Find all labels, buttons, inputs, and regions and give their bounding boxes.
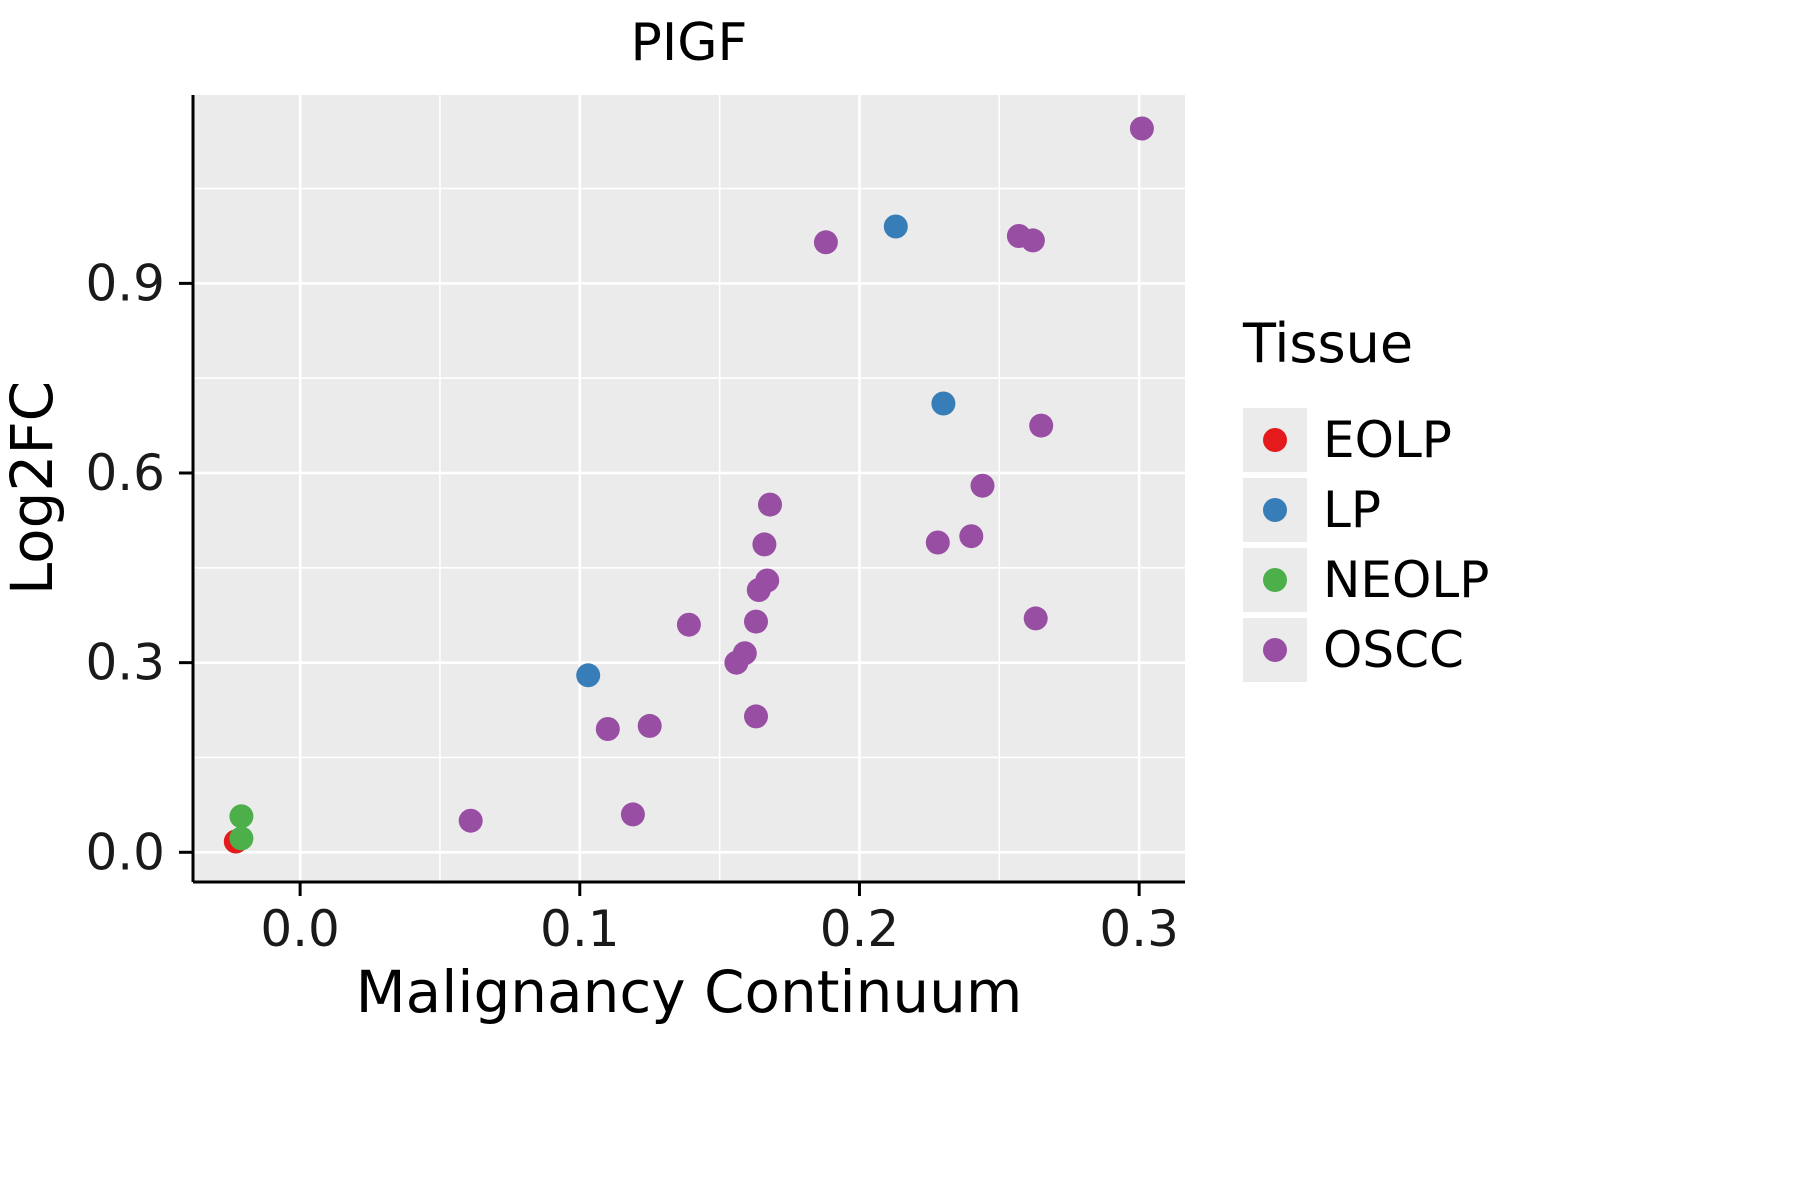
legend-dot-oscc: [1263, 637, 1287, 662]
data-point-oscc: [637, 713, 662, 738]
legend-items: EOLP LP NEOLP OSCC: [1243, 407, 1489, 683]
data-point-oscc: [970, 473, 995, 498]
data-point-oscc: [620, 802, 645, 827]
data-point-lp: [931, 391, 956, 416]
x-tick-label: 0.3: [1099, 900, 1179, 958]
data-point-oscc: [959, 524, 984, 549]
legend-label: OSCC: [1323, 620, 1464, 679]
y-tick-label: 0.9: [85, 254, 165, 312]
data-point-oscc: [813, 230, 838, 255]
x-tick-label: 0.0: [260, 900, 340, 958]
data-points: [223, 116, 1154, 854]
data-point-oscc: [1020, 228, 1045, 253]
legend-key: [1243, 477, 1307, 542]
y-tick-label: 0.0: [85, 823, 165, 881]
legend-dot-eolp: [1263, 427, 1287, 452]
legend-label: NEOLP: [1323, 550, 1490, 609]
legend-key: [1243, 547, 1307, 612]
data-point-neolp: [229, 826, 254, 851]
legend-label: EOLP: [1323, 410, 1452, 469]
gridlines: [193, 95, 1185, 882]
legend-dot-neolp: [1263, 567, 1287, 592]
legend-key: [1243, 407, 1307, 472]
data-point-lp: [883, 214, 908, 239]
legend-dot-lp: [1263, 497, 1287, 522]
data-point-oscc: [744, 609, 768, 634]
plot-panel: [193, 95, 1185, 882]
data-point-oscc: [595, 717, 620, 741]
y-tick-label: 0.3: [85, 634, 165, 692]
data-point-neolp: [229, 804, 254, 829]
x-tick-label: 0.2: [820, 900, 900, 958]
legend-key: [1243, 617, 1307, 682]
legend-title: Tissue: [1243, 312, 1414, 375]
data-point-oscc: [458, 808, 483, 833]
data-point-oscc: [676, 612, 701, 637]
data-point-oscc: [744, 704, 768, 729]
data-point-oscc: [1029, 413, 1054, 438]
y-axis-label: Log2FC: [0, 381, 66, 595]
x-axis-label: Malignancy Continuum: [356, 958, 1023, 1026]
x-tick-label: 0.1: [540, 900, 620, 958]
data-point-lp: [576, 663, 601, 688]
legend-item-oscc: OSCC: [1243, 617, 1489, 683]
data-point-oscc: [755, 568, 780, 593]
legend-label: LP: [1323, 480, 1382, 539]
tick-labels: 0.0 0.1 0.2 0.3 0.0 0.3 0.6 0.9: [85, 254, 1178, 958]
data-point-oscc: [758, 492, 782, 517]
chart-title: PIGF: [631, 13, 748, 73]
data-point-oscc: [732, 641, 757, 666]
legend: Tissue EOLP LP NEOLP OSCC: [1243, 312, 1489, 687]
y-tick-label: 0.6: [85, 444, 165, 502]
legend-item-eolp: EOLP: [1243, 407, 1489, 473]
data-point-oscc: [925, 530, 950, 555]
data-point-oscc: [1023, 606, 1048, 631]
legend-item-lp: LP: [1243, 477, 1489, 543]
legend-item-neolp: NEOLP: [1243, 547, 1489, 613]
data-point-oscc: [752, 532, 777, 557]
data-point-oscc: [1129, 116, 1154, 141]
axes: [179, 95, 1185, 896]
